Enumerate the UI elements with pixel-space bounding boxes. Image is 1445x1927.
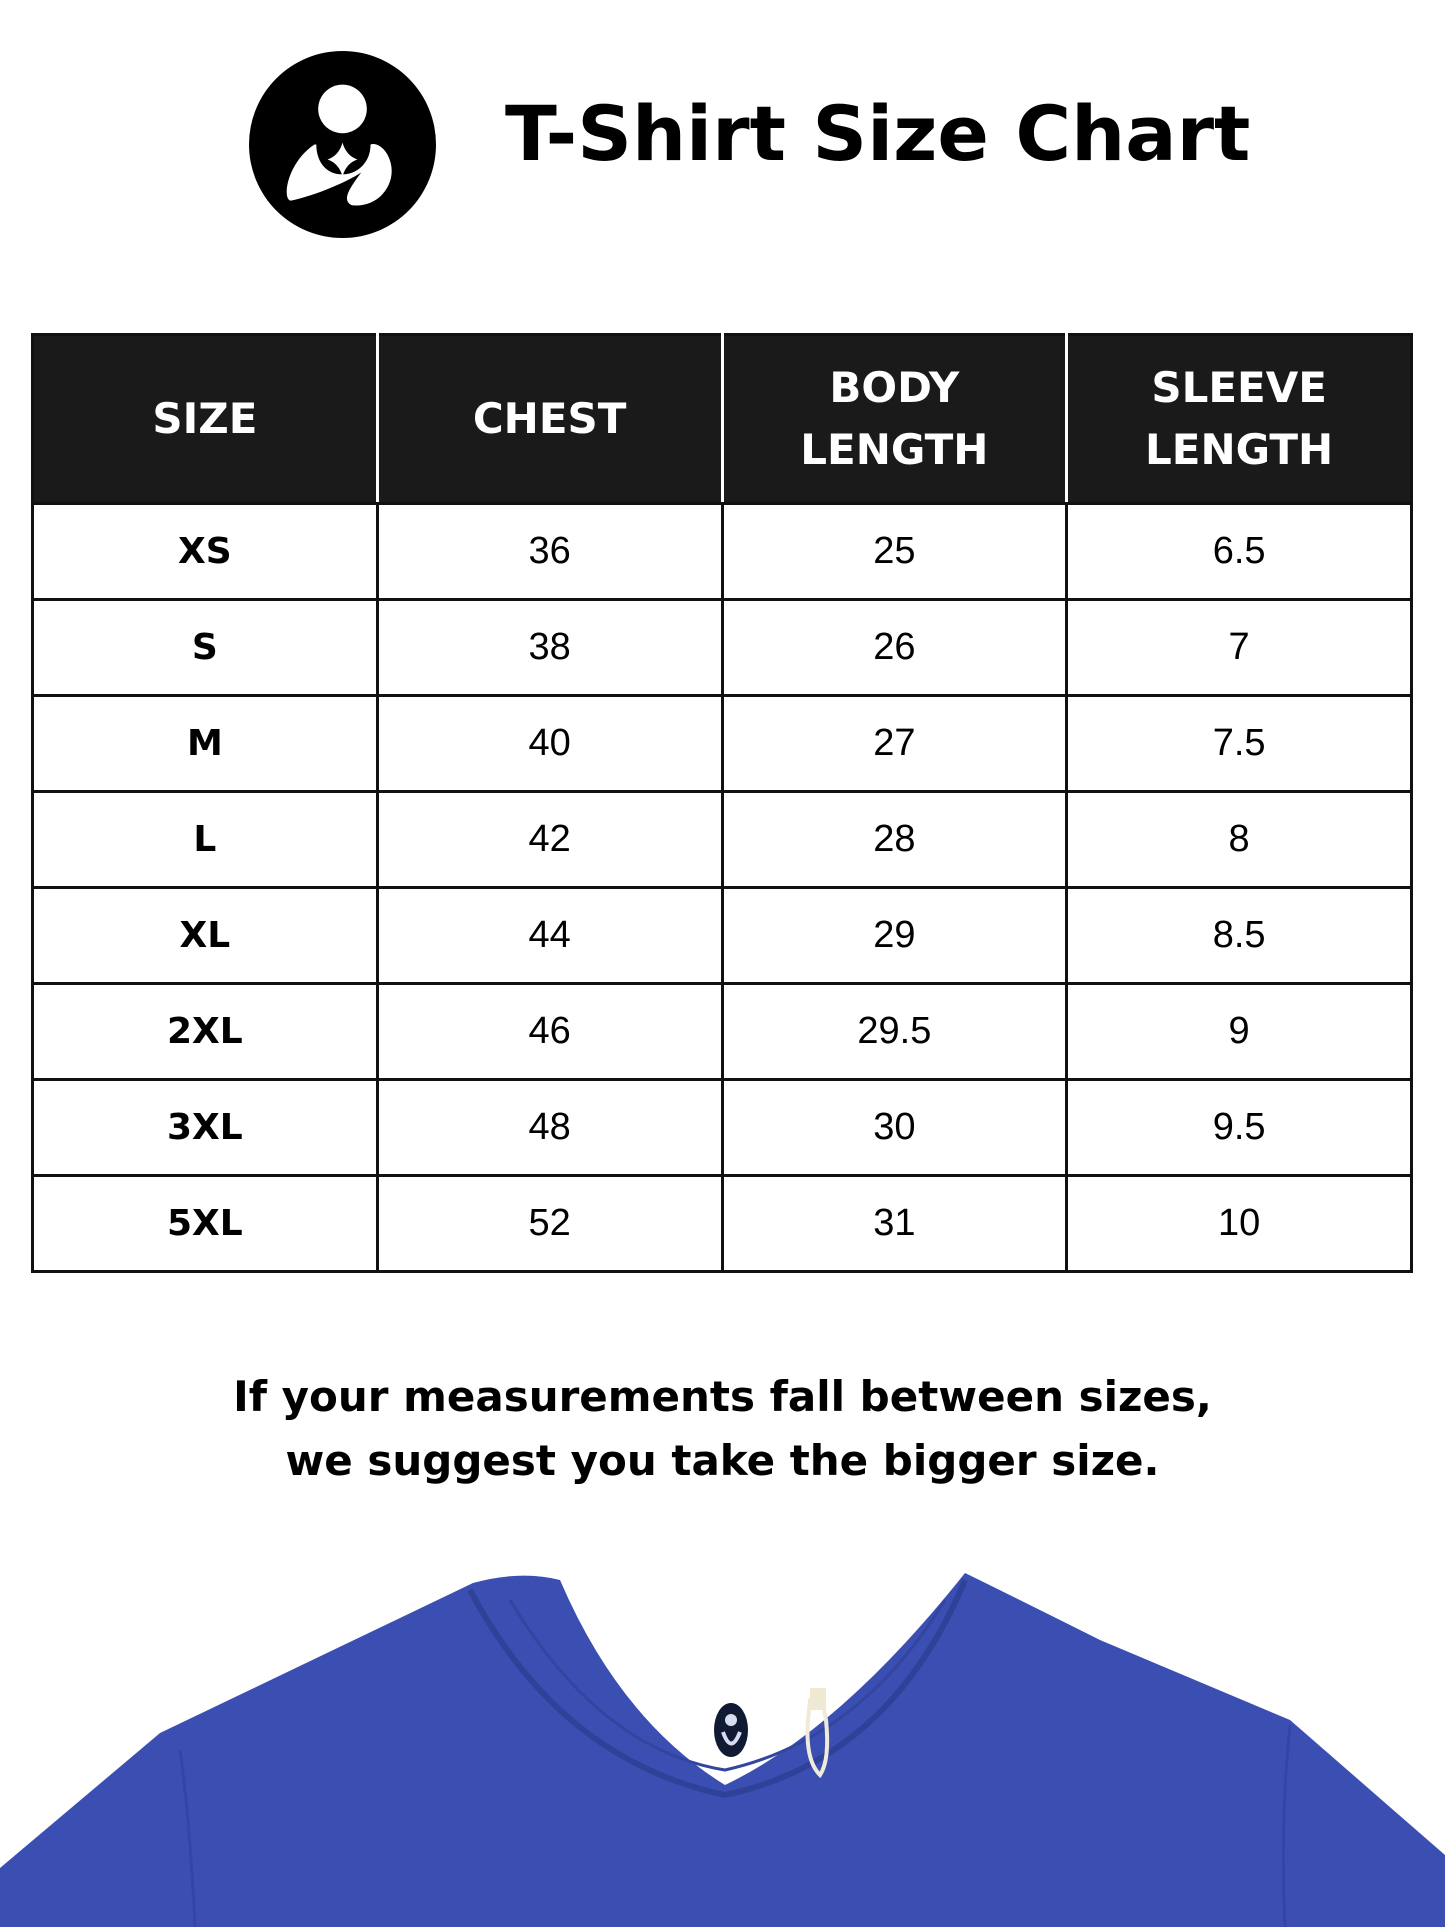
column-header-sleeve-length: SLEEVE LENGTH [1065, 333, 1413, 505]
cell-chest: 40 [375, 694, 724, 793]
tshirt-photo [0, 1573, 1445, 1927]
brand-logo [249, 51, 436, 238]
cell-chest: 48 [375, 1078, 724, 1177]
header-text: LENGTH [1145, 425, 1334, 474]
cell-size: 2XL [31, 982, 379, 1081]
cell-body-length: 30 [720, 1078, 1069, 1177]
size-chart-table: SIZE CHEST BODY LENGTH SLEEVE LENGTH XS 36 2… [31, 333, 1413, 1273]
header-text: LENGTH [800, 425, 989, 474]
cell-chest: 52 [375, 1174, 724, 1273]
cell-chest: 36 [375, 502, 724, 601]
cell-body-length: 26 [720, 598, 1069, 697]
cell-size: XS [31, 502, 379, 601]
header-text: BODY [829, 363, 960, 412]
column-header-size: SIZE [31, 333, 379, 505]
table-row: XS 36 25 6.5 [31, 502, 1413, 601]
column-header-body-length: BODY LENGTH [720, 333, 1069, 505]
cell-sleeve-length: 10 [1065, 1174, 1413, 1273]
cell-sleeve-length: 7 [1065, 598, 1413, 697]
header-text: SLEEVE [1151, 363, 1327, 412]
cell-sleeve-length: 8 [1065, 790, 1413, 889]
cell-sleeve-length: 7.5 [1065, 694, 1413, 793]
page-title: T-Shirt Size Chart [505, 89, 1251, 178]
cell-body-length: 25 [720, 502, 1069, 601]
table-row: L 42 28 8 [31, 790, 1413, 889]
table-row: XL 44 29 8.5 [31, 886, 1413, 985]
table-header-row: SIZE CHEST BODY LENGTH SLEEVE LENGTH [31, 333, 1413, 505]
cell-body-length: 31 [720, 1174, 1069, 1273]
table-row: 5XL 52 31 10 [31, 1174, 1413, 1273]
neck-label-logo [714, 1703, 748, 1757]
header-text: SIZE [152, 394, 258, 443]
cell-sleeve-length: 9 [1065, 982, 1413, 1081]
cell-body-length: 27 [720, 694, 1069, 793]
table-row: 3XL 48 30 9.5 [31, 1078, 1413, 1177]
cell-body-length: 29 [720, 886, 1069, 985]
cell-chest: 42 [375, 790, 724, 889]
sizing-note: If your measurements fall between sizes,… [0, 1365, 1445, 1493]
header-text: CHEST [472, 394, 627, 443]
table-row: 2XL 46 29.5 9 [31, 982, 1413, 1081]
cell-sleeve-length: 6.5 [1065, 502, 1413, 601]
cell-size: 5XL [31, 1174, 379, 1273]
cell-sleeve-length: 8.5 [1065, 886, 1413, 985]
cell-chest: 38 [375, 598, 724, 697]
note-line-2: we suggest you take the bigger size. [285, 1436, 1160, 1485]
cell-body-length: 29.5 [720, 982, 1069, 1081]
cell-size: S [31, 598, 379, 697]
cell-chest: 44 [375, 886, 724, 985]
table-row: M 40 27 7.5 [31, 694, 1413, 793]
cell-chest: 46 [375, 982, 724, 1081]
cell-size: M [31, 694, 379, 793]
note-line-1: If your measurements fall between sizes, [233, 1372, 1212, 1421]
cell-size: 3XL [31, 1078, 379, 1177]
cell-sleeve-length: 9.5 [1065, 1078, 1413, 1177]
column-header-chest: CHEST [375, 333, 724, 505]
cell-size: L [31, 790, 379, 889]
cell-body-length: 28 [720, 790, 1069, 889]
cell-size: XL [31, 886, 379, 985]
table-row: S 38 26 7 [31, 598, 1413, 697]
